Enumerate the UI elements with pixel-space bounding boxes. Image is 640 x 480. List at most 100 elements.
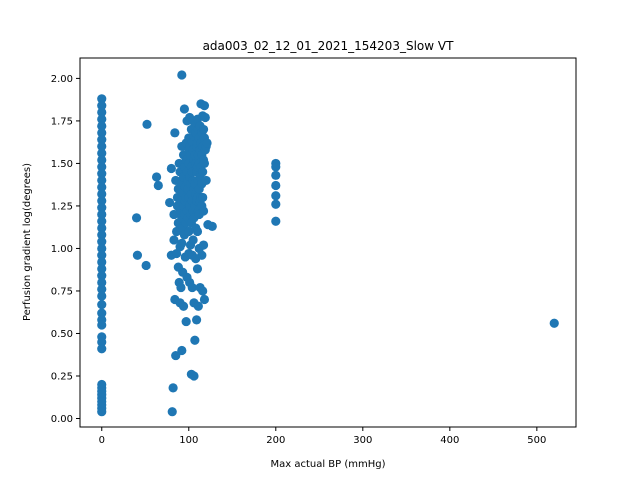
data-point bbox=[187, 282, 197, 293]
data-point bbox=[97, 189, 107, 199]
data-point bbox=[97, 257, 107, 267]
data-point bbox=[202, 138, 212, 148]
data-point bbox=[97, 128, 107, 138]
data-point bbox=[97, 271, 107, 281]
data-point bbox=[166, 163, 176, 174]
data-point bbox=[97, 141, 107, 152]
data-point bbox=[153, 180, 163, 191]
data-point bbox=[179, 104, 190, 114]
data-point bbox=[200, 112, 210, 123]
y-axis-ticks: 0.00 0.25 0.50 0.75 1.00 1.25 1.50 1.75 2.00 bbox=[51, 74, 80, 425]
data-point bbox=[97, 216, 107, 226]
data-point bbox=[177, 70, 187, 80]
data-point bbox=[170, 128, 180, 138]
data-point bbox=[167, 407, 177, 417]
data-point bbox=[176, 282, 186, 293]
data-point bbox=[271, 162, 281, 172]
data-point bbox=[165, 197, 175, 208]
data-point bbox=[97, 209, 107, 220]
data-point bbox=[97, 148, 107, 158]
data-point bbox=[97, 344, 107, 354]
data-point bbox=[97, 162, 107, 172]
data-point bbox=[549, 318, 559, 328]
x-tick-label: 200 bbox=[266, 435, 285, 446]
plot-frame bbox=[79, 57, 577, 428]
data-point bbox=[177, 345, 187, 356]
data-point bbox=[189, 371, 199, 381]
data-point bbox=[97, 264, 107, 274]
data-point bbox=[97, 203, 107, 213]
data-point bbox=[199, 294, 210, 305]
data-point bbox=[198, 124, 209, 135]
data-point bbox=[142, 119, 152, 129]
data-point bbox=[97, 223, 107, 233]
data-point bbox=[97, 277, 107, 288]
data-point bbox=[141, 260, 151, 271]
data-point bbox=[97, 182, 107, 192]
data-point bbox=[181, 316, 191, 327]
data-point bbox=[97, 175, 107, 186]
x-axis-ticks: 0 100 200 300 400 500 bbox=[99, 427, 546, 446]
data-point bbox=[178, 301, 189, 311]
data-point bbox=[177, 238, 187, 248]
x-tick-label: 400 bbox=[440, 435, 459, 446]
y-tick-label: 0.50 bbox=[51, 329, 73, 340]
data-point bbox=[151, 172, 162, 182]
data-point bbox=[97, 299, 107, 310]
data-point bbox=[97, 237, 107, 247]
data-point bbox=[97, 114, 107, 124]
y-tick-label: 2.00 bbox=[51, 74, 73, 85]
data-point bbox=[168, 383, 178, 393]
data-points bbox=[97, 70, 559, 417]
data-point bbox=[198, 167, 208, 177]
data-point bbox=[97, 121, 107, 131]
data-point bbox=[192, 264, 203, 274]
chart-title: ada003_02_12_01_2021_154203_Slow VT bbox=[203, 39, 455, 53]
x-tick-label: 300 bbox=[353, 435, 372, 446]
data-point bbox=[97, 337, 107, 347]
data-point bbox=[97, 155, 107, 165]
data-point bbox=[271, 170, 281, 180]
data-point bbox=[192, 226, 203, 237]
data-point bbox=[97, 230, 107, 240]
data-point bbox=[97, 407, 107, 417]
data-point bbox=[271, 199, 281, 209]
y-tick-label: 0.00 bbox=[51, 414, 73, 425]
data-point bbox=[97, 291, 107, 301]
data-point bbox=[132, 250, 143, 260]
x-tick-label: 500 bbox=[527, 435, 546, 446]
data-point bbox=[271, 216, 281, 226]
data-point bbox=[190, 335, 200, 345]
x-axis-title: Max actual BP (mmHg) bbox=[270, 459, 385, 470]
data-point bbox=[97, 94, 107, 104]
data-point bbox=[131, 213, 142, 223]
data-point bbox=[171, 350, 181, 361]
data-point bbox=[198, 206, 209, 216]
data-point bbox=[198, 286, 208, 296]
data-point bbox=[207, 221, 217, 231]
y-tick-label: 0.25 bbox=[51, 371, 73, 382]
data-point bbox=[97, 135, 107, 145]
data-point bbox=[188, 235, 198, 245]
data-point bbox=[198, 192, 208, 203]
data-point bbox=[271, 180, 281, 191]
data-point bbox=[271, 191, 281, 201]
data-point bbox=[169, 235, 179, 245]
data-point bbox=[197, 250, 207, 260]
data-point bbox=[171, 248, 182, 259]
y-tick-label: 1.25 bbox=[51, 201, 73, 212]
data-point bbox=[199, 101, 210, 111]
data-point bbox=[97, 320, 107, 330]
data-point bbox=[193, 301, 203, 311]
data-point bbox=[97, 250, 107, 260]
data-point bbox=[199, 158, 210, 169]
data-point bbox=[201, 175, 211, 186]
data-point bbox=[184, 226, 194, 237]
y-tick-label: 1.00 bbox=[51, 244, 73, 255]
y-tick-label: 0.75 bbox=[51, 286, 73, 297]
x-tick-label: 100 bbox=[179, 435, 198, 446]
data-point bbox=[97, 169, 107, 179]
data-point bbox=[97, 243, 107, 254]
